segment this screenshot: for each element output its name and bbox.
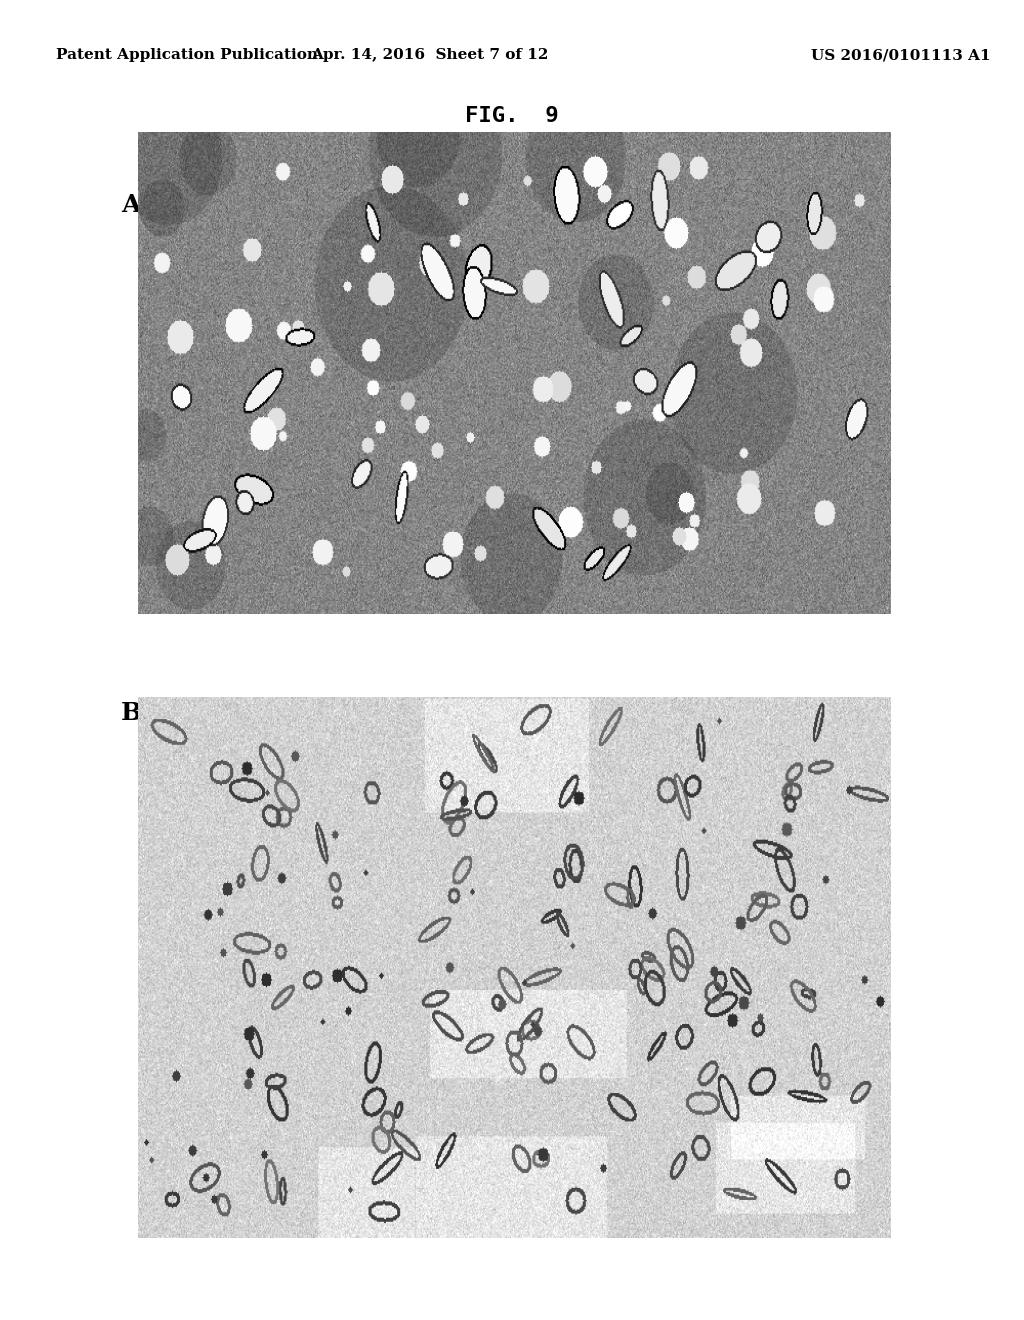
Text: B: B	[121, 701, 142, 725]
Text: US 2016/0101113 A1: US 2016/0101113 A1	[811, 49, 991, 62]
Text: FIG.  9: FIG. 9	[465, 106, 559, 127]
Text: A: A	[121, 193, 140, 216]
Text: Patent Application Publication: Patent Application Publication	[56, 49, 318, 62]
Text: Apr. 14, 2016  Sheet 7 of 12: Apr. 14, 2016 Sheet 7 of 12	[311, 49, 549, 62]
